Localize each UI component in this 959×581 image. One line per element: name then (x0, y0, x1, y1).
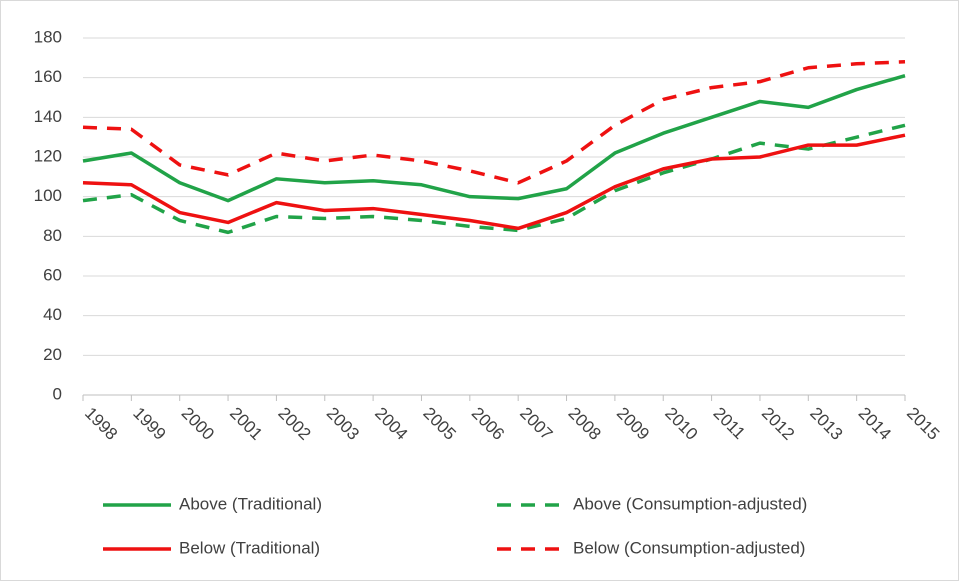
series-line (82, 133, 906, 231)
series-line (82, 74, 906, 203)
legend-label: Below (Consumption-adjusted) (573, 538, 805, 557)
y-tick-label: 120 (34, 146, 62, 165)
y-tick-label: 40 (43, 305, 62, 324)
y-tick-label: 160 (34, 67, 62, 86)
y-tick-label: 20 (43, 345, 62, 364)
legend-label: Above (Consumption-adjusted) (573, 494, 807, 513)
y-tick-label: 0 (53, 384, 62, 403)
y-tick-label: 140 (34, 107, 62, 126)
series-line (82, 123, 906, 235)
y-tick-label: 60 (43, 265, 62, 284)
y-tick-label: 100 (34, 186, 62, 205)
y-tick-label: 180 (34, 27, 62, 46)
y-tick-label: 80 (43, 226, 62, 245)
legend-label: Below (Traditional) (179, 538, 320, 557)
series-line (82, 60, 906, 185)
legend-label: Above (Traditional) (179, 494, 322, 513)
